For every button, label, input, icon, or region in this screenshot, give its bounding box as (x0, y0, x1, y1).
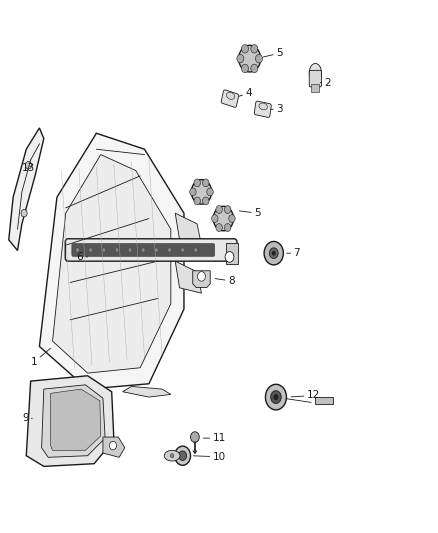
Circle shape (194, 197, 201, 205)
Circle shape (224, 206, 231, 213)
Circle shape (115, 248, 119, 252)
Circle shape (251, 64, 258, 72)
Circle shape (179, 451, 187, 461)
Circle shape (224, 224, 231, 231)
Text: 2: 2 (320, 78, 331, 87)
Circle shape (168, 248, 171, 252)
Circle shape (213, 206, 233, 231)
Circle shape (241, 45, 248, 53)
Text: 11: 11 (203, 433, 226, 443)
Ellipse shape (309, 63, 321, 83)
Text: 9: 9 (22, 414, 32, 423)
Circle shape (202, 179, 209, 187)
Text: 5: 5 (263, 49, 283, 58)
FancyBboxPatch shape (72, 244, 215, 256)
Circle shape (207, 188, 213, 196)
Text: 7: 7 (286, 248, 300, 258)
FancyBboxPatch shape (309, 70, 321, 87)
Text: 12: 12 (291, 391, 320, 400)
Circle shape (202, 197, 209, 205)
Text: 3: 3 (271, 104, 283, 114)
Polygon shape (53, 155, 171, 373)
Circle shape (218, 212, 229, 225)
Circle shape (196, 185, 207, 199)
Polygon shape (123, 386, 171, 397)
Circle shape (110, 441, 117, 450)
Circle shape (271, 391, 281, 403)
Polygon shape (9, 128, 44, 251)
Circle shape (191, 432, 199, 442)
Polygon shape (39, 133, 184, 389)
Circle shape (181, 248, 184, 252)
Polygon shape (26, 376, 114, 466)
Circle shape (264, 241, 283, 265)
Circle shape (241, 64, 248, 72)
Polygon shape (175, 213, 201, 245)
Circle shape (89, 248, 92, 252)
Text: 5: 5 (239, 208, 261, 218)
Polygon shape (193, 271, 210, 288)
Circle shape (194, 248, 198, 252)
Circle shape (225, 252, 234, 262)
Circle shape (128, 248, 132, 252)
Bar (311, 84, 319, 92)
Circle shape (191, 180, 212, 204)
Circle shape (239, 45, 261, 72)
Circle shape (190, 188, 196, 196)
Circle shape (251, 45, 258, 53)
Circle shape (274, 394, 278, 400)
Circle shape (170, 454, 174, 458)
Text: 13: 13 (22, 160, 35, 173)
Polygon shape (315, 397, 333, 404)
Circle shape (141, 248, 145, 252)
Text: 10: 10 (193, 452, 226, 462)
Circle shape (237, 54, 244, 63)
Circle shape (212, 215, 218, 222)
Circle shape (198, 271, 205, 281)
FancyBboxPatch shape (65, 239, 237, 261)
Circle shape (25, 161, 32, 169)
Circle shape (272, 251, 276, 255)
Circle shape (269, 248, 278, 259)
Circle shape (76, 248, 79, 252)
Bar (226, 243, 238, 264)
Circle shape (194, 179, 201, 187)
Polygon shape (42, 385, 105, 457)
Polygon shape (50, 389, 101, 450)
Ellipse shape (164, 450, 180, 461)
Ellipse shape (226, 92, 235, 99)
Circle shape (21, 209, 27, 217)
Circle shape (175, 446, 191, 465)
Text: 8: 8 (215, 276, 234, 286)
Circle shape (155, 248, 158, 252)
Circle shape (229, 215, 235, 222)
Polygon shape (103, 437, 125, 457)
Circle shape (255, 54, 262, 63)
Circle shape (216, 224, 223, 231)
Text: 6: 6 (77, 252, 88, 262)
Text: 1: 1 (31, 348, 50, 367)
FancyBboxPatch shape (221, 90, 239, 107)
Circle shape (216, 206, 223, 213)
Ellipse shape (259, 103, 268, 110)
Circle shape (244, 51, 256, 66)
Polygon shape (175, 261, 201, 293)
Circle shape (102, 248, 106, 252)
FancyBboxPatch shape (254, 101, 271, 117)
Circle shape (265, 384, 286, 410)
Text: 4: 4 (239, 88, 252, 98)
